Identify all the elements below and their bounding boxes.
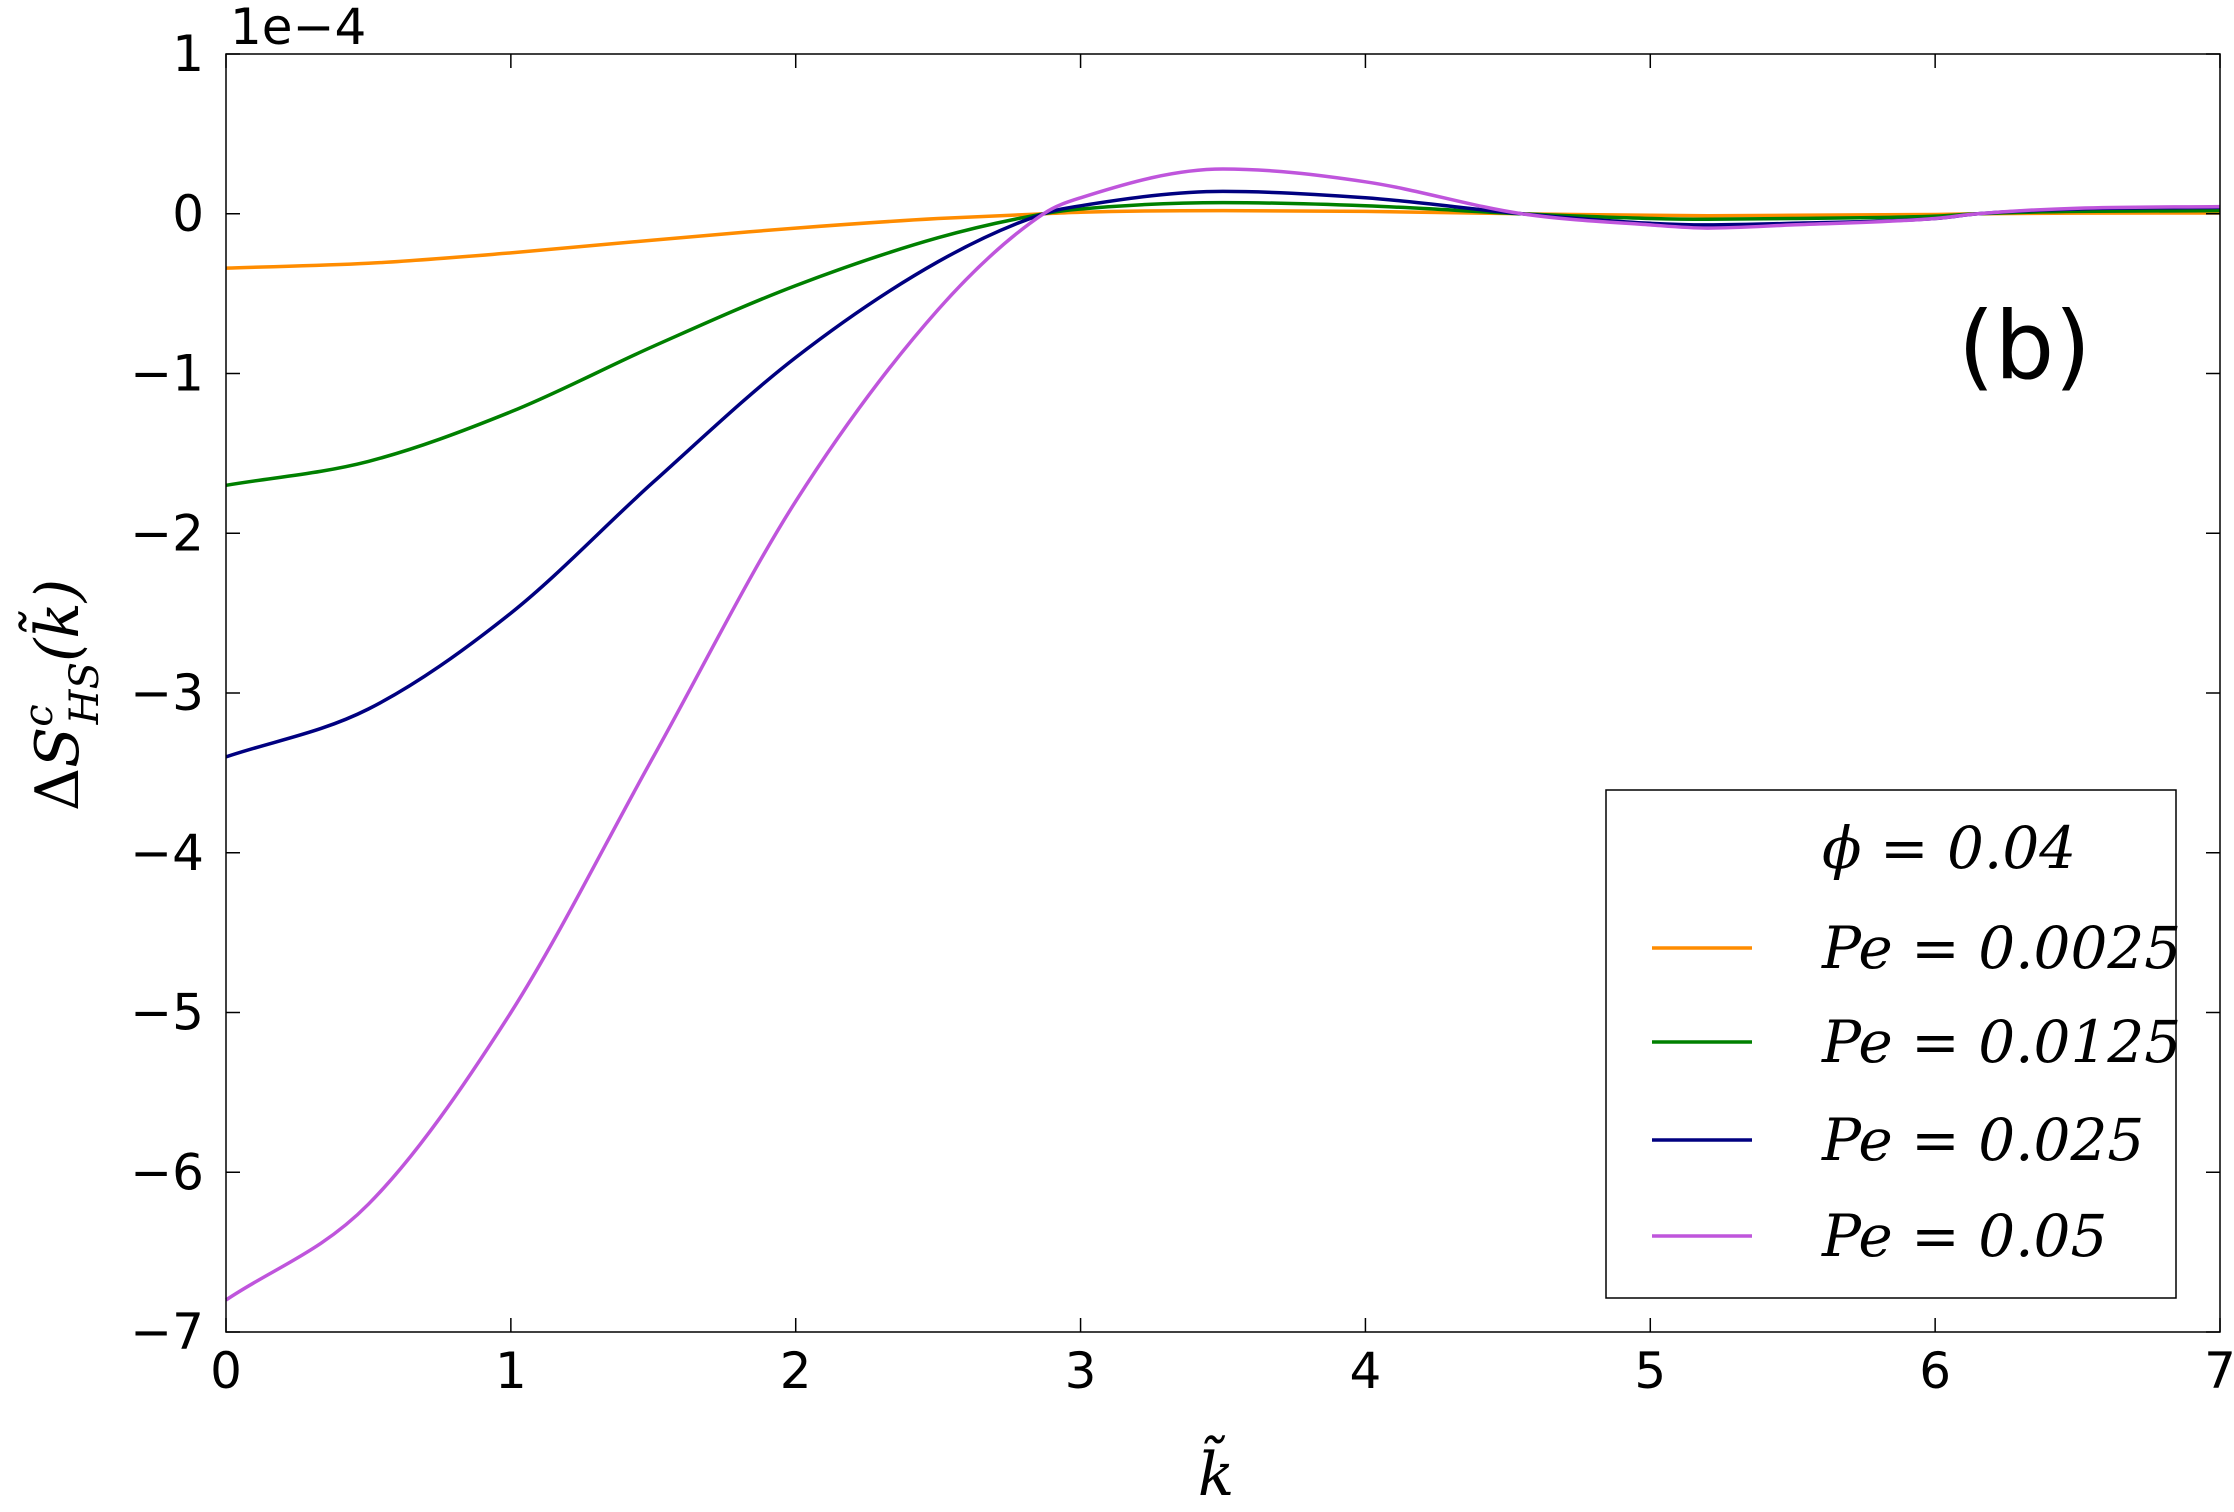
y-label-s: S bbox=[23, 727, 93, 768]
x-tick-label: 2 bbox=[780, 1342, 812, 1400]
y-tick-labels: 1 0 −1 −2 −3 −4 −5 −6 −7 bbox=[130, 25, 204, 1361]
x-tick-label: 3 bbox=[1065, 1342, 1097, 1400]
x-tick-label: 7 bbox=[2204, 1342, 2234, 1400]
y-tick-label: 1 bbox=[172, 25, 204, 83]
series-line-2 bbox=[225, 200, 2221, 488]
panel-label: (b) bbox=[1958, 292, 2091, 401]
legend-box bbox=[1605, 789, 2177, 1299]
series-line-4 bbox=[225, 167, 2221, 1302]
x-tick-labels: 0 1 2 3 4 5 6 7 bbox=[210, 1342, 2234, 1400]
x-tick-label: 4 bbox=[1350, 1342, 1382, 1400]
legend-entry-label-1: Pe = 0.0025 bbox=[1821, 914, 2181, 982]
y-tick-label: −2 bbox=[130, 504, 204, 562]
x-tick-label: 5 bbox=[1634, 1342, 1666, 1400]
legend-title: ϕ = 0.04 bbox=[1822, 814, 2076, 882]
y-label-sub: HS bbox=[62, 662, 108, 725]
y-tick-label: −3 bbox=[130, 664, 204, 722]
y-tick-label: −6 bbox=[130, 1143, 204, 1201]
axis-ticks bbox=[225, 53, 2221, 1333]
x-tick-label: 0 bbox=[210, 1342, 242, 1400]
y-tick-label: −5 bbox=[130, 984, 204, 1042]
y-tick-label: −1 bbox=[130, 345, 204, 403]
x-tick-label: 1 bbox=[495, 1342, 527, 1400]
y-axis-label: ΔScHS(k̃) bbox=[16, 579, 108, 811]
y-tick-label: −4 bbox=[130, 824, 204, 882]
y-label-delta: Δ bbox=[23, 768, 93, 811]
legend-entry-label-3: Pe = 0.025 bbox=[1821, 1106, 2144, 1174]
legend-entry-label-2: Pe = 0.0125 bbox=[1821, 1008, 2181, 1076]
y-tick-label: 0 bbox=[172, 185, 204, 243]
x-axis-label: k̃ bbox=[1198, 1436, 1234, 1510]
y-label-arg: (k̃) bbox=[19, 579, 93, 662]
legend-entries: Pe = 0.0025 Pe = 0.0125 Pe = 0.025 Pe = 0.0… bbox=[1652, 914, 2181, 1270]
y-tick-label: −7 bbox=[130, 1303, 204, 1361]
series-curves bbox=[225, 167, 2221, 1302]
legend-entry-label-4: Pe = 0.05 bbox=[1821, 1202, 2107, 1270]
scale-note: 1e−4 bbox=[230, 0, 366, 56]
x-tick-label: 6 bbox=[1919, 1342, 1951, 1400]
y-label-sup: c bbox=[16, 704, 62, 726]
legend: ϕ = 0.04 Pe = 0.0025 Pe = 0.0125 Pe = 0.02… bbox=[1605, 789, 2181, 1299]
